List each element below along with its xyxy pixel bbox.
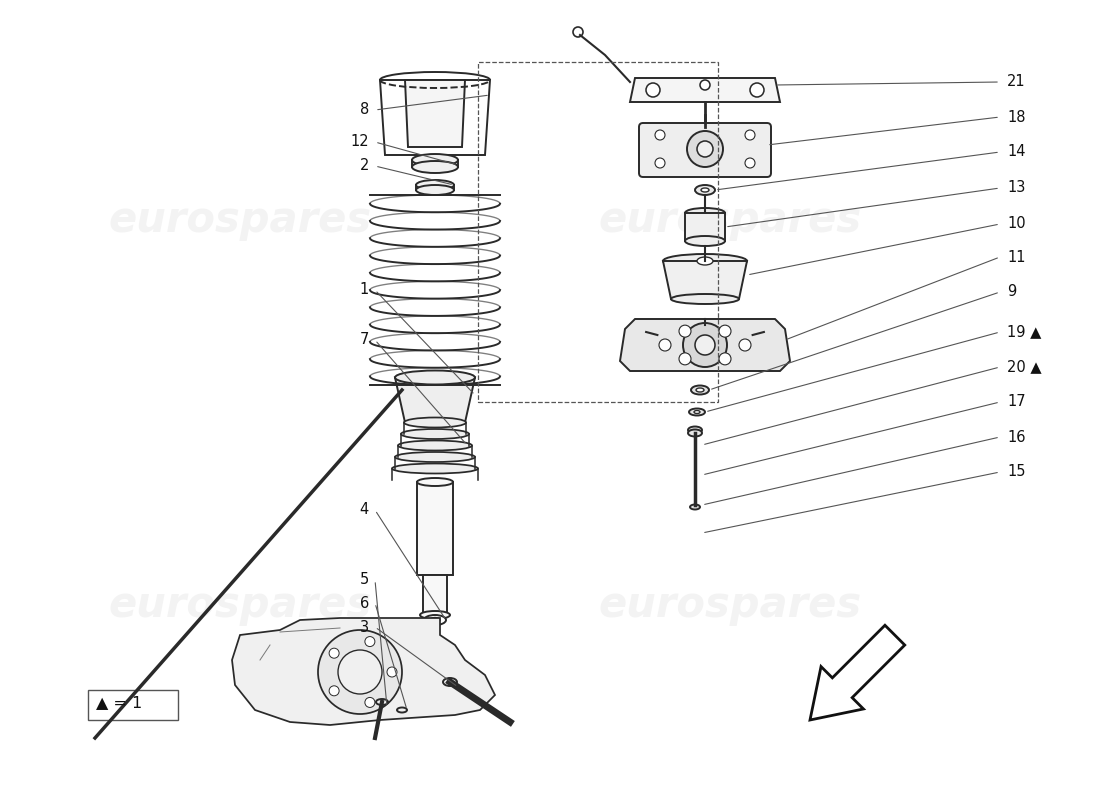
Ellipse shape — [671, 294, 739, 304]
Text: 8: 8 — [360, 102, 368, 118]
Polygon shape — [395, 378, 475, 422]
Circle shape — [329, 648, 339, 658]
Text: 17: 17 — [1006, 394, 1025, 410]
Text: eurospares: eurospares — [109, 584, 372, 626]
Text: 21: 21 — [1006, 74, 1025, 90]
Polygon shape — [232, 618, 495, 725]
Bar — [478, 62, 718, 402]
Ellipse shape — [398, 441, 472, 450]
Circle shape — [700, 80, 710, 90]
Ellipse shape — [392, 463, 478, 474]
Circle shape — [683, 323, 727, 367]
Bar — [417, 482, 453, 575]
Ellipse shape — [688, 426, 702, 434]
Text: 6: 6 — [360, 595, 368, 610]
Text: 11: 11 — [1006, 250, 1025, 265]
Ellipse shape — [443, 678, 456, 686]
Text: eurospares: eurospares — [109, 199, 372, 241]
Circle shape — [365, 698, 375, 707]
Circle shape — [659, 339, 671, 351]
Text: 10: 10 — [1006, 217, 1025, 231]
Ellipse shape — [691, 386, 710, 394]
Ellipse shape — [417, 478, 453, 486]
Ellipse shape — [688, 430, 702, 437]
Ellipse shape — [420, 611, 450, 619]
Ellipse shape — [697, 257, 713, 265]
Circle shape — [365, 637, 375, 646]
Text: 3: 3 — [360, 619, 368, 634]
Text: 9: 9 — [1006, 285, 1016, 299]
Bar — [88, 690, 178, 720]
Text: 5: 5 — [360, 573, 368, 587]
Circle shape — [695, 335, 715, 355]
Circle shape — [654, 158, 666, 168]
Circle shape — [697, 141, 713, 157]
Circle shape — [318, 630, 402, 714]
Ellipse shape — [416, 180, 454, 190]
Bar — [685, 213, 725, 241]
Circle shape — [688, 131, 723, 167]
Ellipse shape — [395, 370, 475, 385]
Ellipse shape — [404, 418, 466, 427]
Text: 2: 2 — [360, 158, 368, 174]
Text: 18: 18 — [1006, 110, 1025, 125]
Circle shape — [329, 686, 339, 696]
Polygon shape — [620, 319, 790, 371]
Circle shape — [750, 83, 764, 97]
Ellipse shape — [694, 410, 700, 414]
Circle shape — [679, 325, 691, 337]
Ellipse shape — [701, 188, 710, 192]
Bar — [424, 575, 447, 615]
Text: 16: 16 — [1006, 430, 1025, 445]
Text: 1: 1 — [360, 282, 368, 298]
Circle shape — [719, 325, 732, 337]
Ellipse shape — [685, 236, 725, 246]
Ellipse shape — [412, 161, 458, 173]
Ellipse shape — [397, 707, 407, 713]
Text: 7: 7 — [360, 333, 368, 347]
Ellipse shape — [685, 208, 725, 218]
Text: 20 ▲: 20 ▲ — [1006, 359, 1042, 374]
Polygon shape — [663, 261, 747, 299]
Ellipse shape — [416, 185, 454, 195]
Circle shape — [646, 83, 660, 97]
Text: 4: 4 — [360, 502, 368, 518]
Text: eurospares: eurospares — [598, 584, 861, 626]
Text: 19 ▲: 19 ▲ — [1006, 325, 1042, 339]
Ellipse shape — [689, 409, 705, 415]
Polygon shape — [630, 78, 780, 102]
Ellipse shape — [395, 452, 475, 462]
Text: 13: 13 — [1006, 181, 1025, 195]
Ellipse shape — [376, 699, 388, 705]
Polygon shape — [405, 80, 465, 147]
Ellipse shape — [663, 254, 747, 268]
Circle shape — [338, 650, 382, 694]
Text: eurospares: eurospares — [598, 199, 861, 241]
Ellipse shape — [412, 154, 458, 166]
Circle shape — [654, 130, 666, 140]
Circle shape — [739, 339, 751, 351]
FancyBboxPatch shape — [639, 123, 771, 177]
Text: 15: 15 — [1006, 465, 1025, 479]
Circle shape — [745, 130, 755, 140]
Ellipse shape — [695, 185, 715, 195]
Circle shape — [387, 667, 397, 677]
Ellipse shape — [696, 388, 704, 392]
Circle shape — [679, 353, 691, 365]
Text: 12: 12 — [351, 134, 369, 150]
Text: 14: 14 — [1006, 145, 1025, 159]
Circle shape — [745, 158, 755, 168]
Text: ▲ = 1: ▲ = 1 — [96, 695, 142, 710]
Ellipse shape — [690, 505, 700, 510]
Circle shape — [719, 353, 732, 365]
Ellipse shape — [402, 429, 469, 439]
Ellipse shape — [424, 615, 446, 625]
